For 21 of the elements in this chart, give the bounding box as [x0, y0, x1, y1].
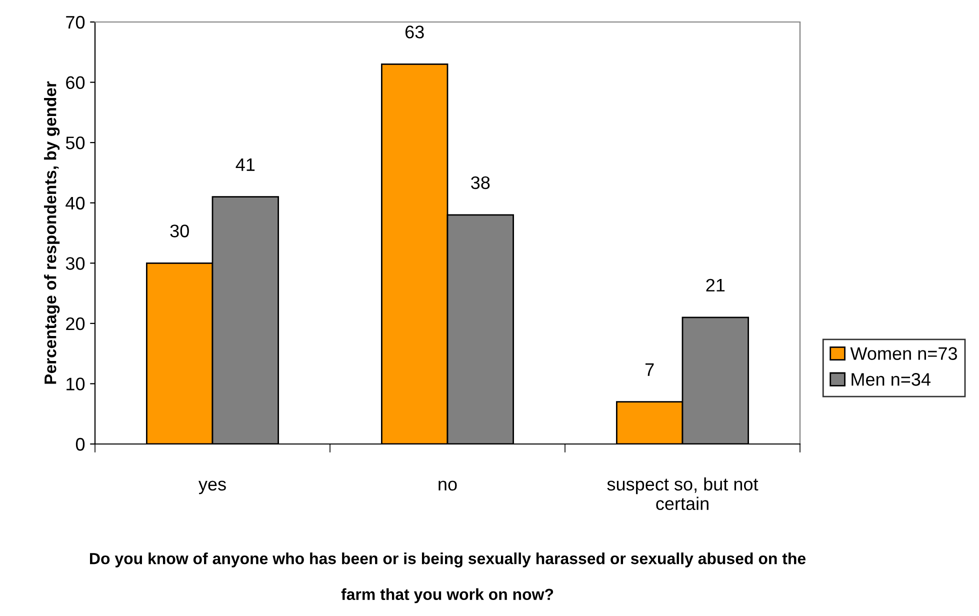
x-tick-label: no: [438, 480, 457, 491]
y-axis-title: Percentage of respondents, by gender: [44, 81, 60, 384]
y-tick-label: 60: [66, 76, 85, 90]
data-label: 41: [236, 158, 255, 171]
data-label: 21: [706, 278, 725, 292]
legend-label: Men n=34: [852, 373, 930, 386]
y-tick-label: 10: [66, 378, 85, 390]
data-label: 38: [471, 176, 490, 190]
y-tick-label: 40: [66, 196, 85, 210]
x-tick-label: yes: [198, 480, 226, 494]
text: Do you know of anyone who has been or is being sexually harassed or sexually abused on the farm that you work on now?: [90, 552, 806, 604]
data-label: 7: [646, 363, 654, 376]
y-tick-label: 0: [76, 438, 85, 451]
data-label: 63: [405, 26, 424, 38]
data-label: 30: [170, 224, 189, 238]
y-tick-label: 30: [66, 257, 85, 270]
x-tick-label: suspect so, but not certain: [607, 477, 758, 510]
y-tick-label: 50: [66, 136, 85, 150]
y-tick-label: 70: [66, 16, 85, 29]
y-tick-label: 20: [66, 317, 85, 330]
legend-label: Women n=73: [850, 347, 957, 360]
